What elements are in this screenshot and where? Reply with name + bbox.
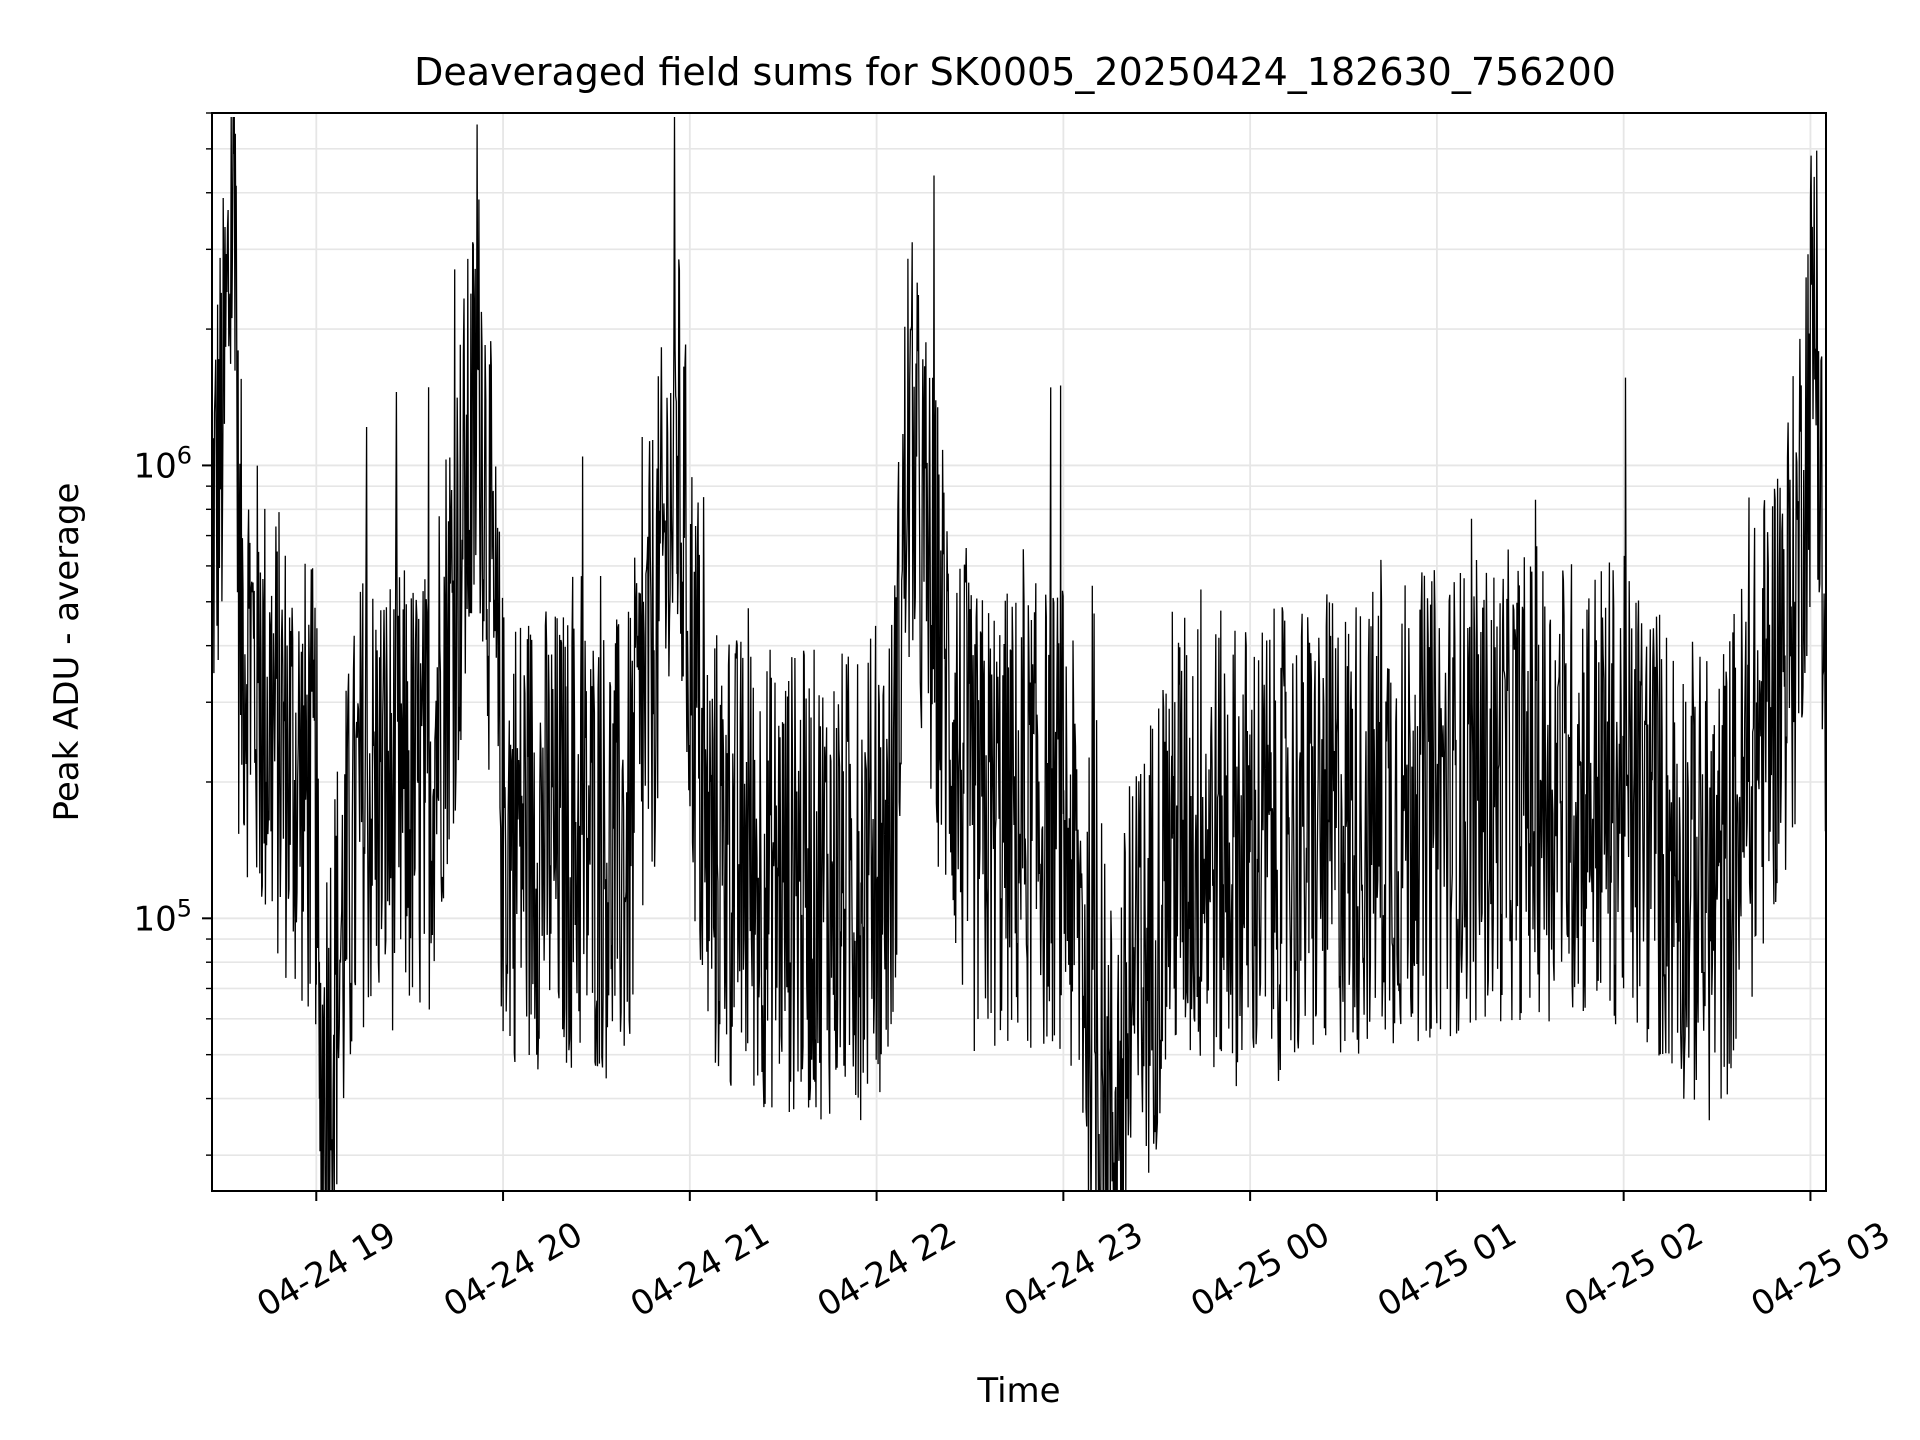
y-axis: 105 106 <box>133 112 212 1156</box>
chart-title: Deaveraged field sums for SK0005_2025042… <box>414 50 1616 94</box>
plot-area-frame <box>211 112 1827 1192</box>
y-tick-label: 106 <box>133 441 192 486</box>
x-axis-label: Time <box>976 1371 1060 1411</box>
y-axis-label: Peak ADU - average <box>47 483 87 822</box>
data-series-line <box>212 116 1826 1191</box>
y-tick-label: 105 <box>133 894 192 939</box>
